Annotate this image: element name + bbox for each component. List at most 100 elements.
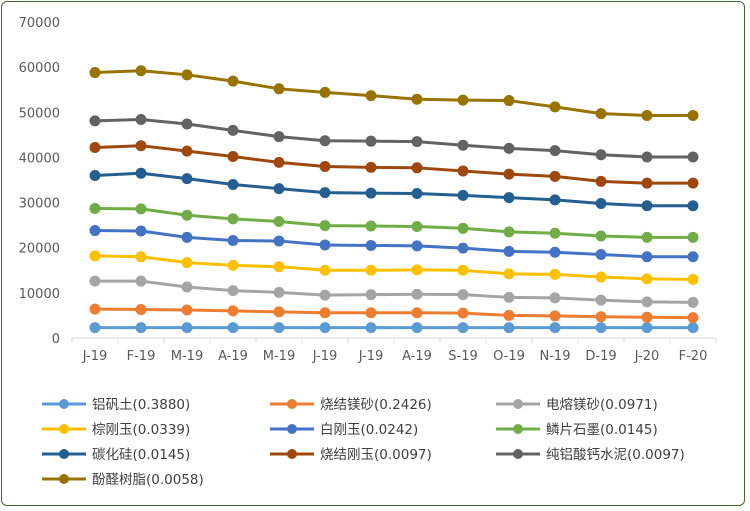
x-tick-label: M-19	[171, 349, 203, 364]
data-point	[595, 108, 607, 120]
data-point	[687, 273, 699, 285]
data-point	[319, 264, 331, 276]
data-point	[227, 75, 239, 87]
data-point	[641, 177, 653, 189]
data-point	[549, 194, 561, 206]
data-point	[181, 322, 193, 334]
data-point	[411, 162, 423, 174]
data-point	[181, 173, 193, 185]
data-point	[89, 250, 101, 262]
legend-entry-label: 碳化硅(0.0145)	[92, 447, 190, 463]
data-point	[687, 109, 699, 121]
x-tick-label: O-19	[493, 349, 525, 364]
data-point	[687, 231, 699, 243]
data-point	[227, 305, 239, 317]
data-point	[135, 251, 147, 263]
y-tick-label: 10000	[19, 287, 60, 302]
data-point	[503, 268, 515, 280]
data-point	[135, 114, 147, 126]
series-line	[93, 254, 695, 281]
data-point	[319, 239, 331, 251]
data-point	[687, 251, 699, 263]
data-point	[503, 291, 515, 303]
legend-swatch-marker	[513, 449, 523, 459]
data-point	[273, 286, 285, 298]
data-point	[457, 322, 469, 334]
data-point	[319, 135, 331, 147]
data-point	[411, 240, 423, 252]
data-point	[89, 303, 101, 315]
data-point	[135, 304, 147, 316]
x-tick-label: M-19	[263, 349, 295, 364]
series-line	[93, 206, 695, 239]
data-point	[549, 170, 561, 182]
data-point	[135, 322, 147, 334]
data-point	[273, 322, 285, 334]
data-point	[641, 322, 653, 334]
data-point	[135, 203, 147, 215]
x-tick-label: F-19	[127, 349, 156, 364]
data-point	[411, 188, 423, 200]
data-point	[641, 151, 653, 163]
data-point	[503, 309, 515, 321]
data-point	[549, 310, 561, 322]
data-point	[641, 231, 653, 243]
data-point	[135, 65, 147, 77]
legend-entry-label: 烧结刚玉(0.0097)	[320, 447, 432, 463]
data-point	[457, 289, 469, 301]
data-point	[503, 142, 515, 154]
data-point	[457, 222, 469, 234]
data-point	[411, 288, 423, 300]
data-point	[595, 248, 607, 260]
series-line	[93, 307, 695, 320]
data-point	[549, 268, 561, 280]
y-tick-label: 70000	[19, 16, 60, 31]
data-point	[89, 225, 101, 237]
legend-entry-label: 白刚玉(0.0242)	[320, 422, 418, 438]
data-point	[89, 169, 101, 181]
data-point	[135, 225, 147, 237]
data-point	[595, 230, 607, 242]
data-point	[595, 294, 607, 306]
data-point	[595, 311, 607, 323]
data-point	[365, 220, 377, 232]
data-point	[549, 246, 561, 258]
data-point	[549, 322, 561, 334]
data-point	[411, 322, 423, 334]
data-point	[319, 289, 331, 301]
legend-entry-label: 铝矾土(0.3880)	[92, 397, 190, 413]
legend-entry-label: 鳞片石墨(0.0145)	[546, 422, 658, 438]
data-point	[503, 168, 515, 180]
data-point	[89, 275, 101, 287]
data-point	[687, 200, 699, 212]
data-point	[411, 220, 423, 232]
data-point	[365, 161, 377, 173]
data-point	[319, 307, 331, 319]
data-point	[89, 115, 101, 127]
data-point	[641, 109, 653, 121]
legend-swatch-marker	[513, 399, 523, 409]
data-point	[227, 234, 239, 246]
data-point	[365, 264, 377, 276]
data-point	[365, 322, 377, 334]
data-point	[457, 242, 469, 254]
data-point	[319, 187, 331, 199]
data-point	[687, 312, 699, 324]
data-point	[365, 90, 377, 102]
y-tick-label: 30000	[19, 197, 60, 212]
data-point	[89, 67, 101, 79]
data-point	[411, 93, 423, 105]
data-point	[503, 226, 515, 238]
data-point	[503, 95, 515, 107]
series-line	[93, 144, 695, 185]
x-tick-label: J-20	[634, 349, 660, 364]
y-tick-label: 20000	[19, 242, 60, 257]
data-point	[227, 179, 239, 191]
data-point	[273, 183, 285, 195]
data-point	[181, 304, 193, 316]
data-point	[457, 165, 469, 177]
data-point	[549, 227, 561, 239]
data-point	[273, 83, 285, 95]
data-point	[227, 322, 239, 334]
data-point	[89, 322, 101, 334]
